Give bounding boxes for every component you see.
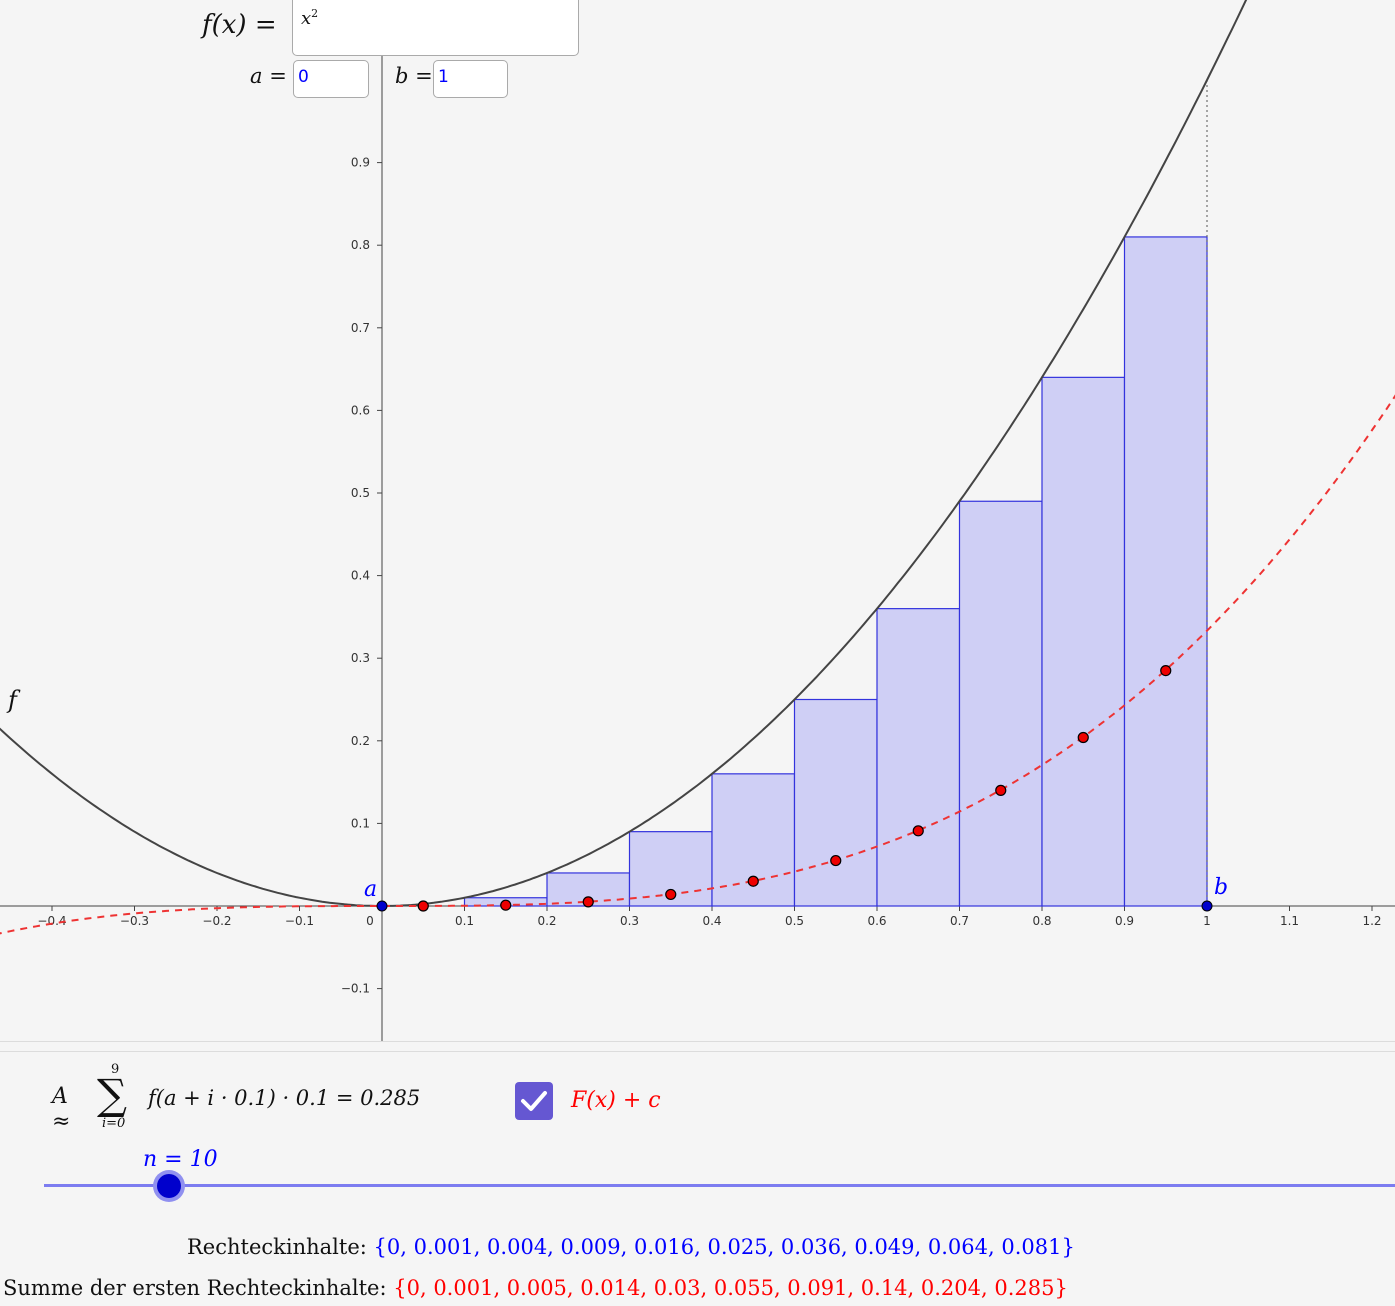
b-input-label: b = <box>395 64 433 88</box>
point-b <box>1201 900 1213 912</box>
b-input[interactable]: 1 <box>433 60 508 98</box>
y-tick-label: 0.7 <box>351 321 370 335</box>
curve-label: f <box>6 686 21 714</box>
x-tick-label: 0.6 <box>867 914 886 928</box>
cumulative-sum-point <box>912 825 924 837</box>
function-curve <box>0 0 1248 907</box>
cumulative-sum-point <box>995 784 1007 796</box>
checkmark-icon <box>521 1091 547 1111</box>
rect-areas-label: Rechteckinhalte: <box>187 1235 367 1259</box>
antiderivative-curve <box>0 394 1395 935</box>
formula-lhs: A ≈ <box>52 1084 71 1134</box>
point-a-label: a <box>364 877 377 902</box>
y-tick-label: 0.5 <box>351 486 370 500</box>
y-tick-label: 0.2 <box>351 734 370 748</box>
x-tick-label: 0.3 <box>620 914 639 928</box>
n-slider-track[interactable] <box>44 1184 1395 1187</box>
function-input[interactable]: x2 <box>292 0 579 56</box>
y-tick-label: 0.8 <box>351 238 370 252</box>
riemann-rectangle <box>793 698 878 907</box>
x-tick-label: −0.3 <box>120 914 149 928</box>
algebra-divider <box>0 1051 1395 1052</box>
cumulative-sum-label: Summe der ersten Rechteckinhalte: <box>3 1276 387 1300</box>
a-input-label: a = <box>250 64 287 88</box>
formula-rhs: f(a + i · 0.1) · 0.1 = 0.285 <box>148 1086 421 1110</box>
riemann-rectangle <box>1041 376 1126 907</box>
y-tick-label: 0.1 <box>351 816 370 830</box>
x-tick-label: 0.4 <box>702 914 721 928</box>
riemann-rectangle <box>958 500 1043 907</box>
x-tick-label: 0.2 <box>537 914 556 928</box>
cumulative-sum-point <box>1077 731 1089 744</box>
riemann-rectangle <box>1123 236 1208 907</box>
antiderivative-checkbox[interactable] <box>515 1082 553 1120</box>
x-tick-label: 1 <box>1203 914 1211 928</box>
sum-lower-limit: i=0 <box>102 1116 126 1131</box>
x-tick-label: −0.4 <box>37 914 66 928</box>
n-slider-handle[interactable] <box>157 1174 181 1198</box>
cumulative-sum-row: Summe der ersten Rechteckinhalte: {0, 0.… <box>3 1276 1068 1300</box>
coordinate-plot[interactable]: −0.4 −0.3 −0.2 −0.1 0 0.1 0.2 0.3 0.4 0.5 0.6 0.7 0.… <box>0 0 1395 1042</box>
graph-view[interactable]: −0.4 −0.3 −0.2 −0.1 0 0.1 0.2 0.3 0.4 0.5 0.6 0.7 0.… <box>0 0 1395 1042</box>
cumulative-sum-point <box>665 888 677 901</box>
x-tick-label: 1.2 <box>1362 914 1381 928</box>
riemann-rectangle <box>876 608 961 907</box>
y-tick-label: 0.9 <box>351 156 370 170</box>
x-tick-label: 0.5 <box>785 914 804 928</box>
x-tick-label: 0.8 <box>1032 914 1051 928</box>
function-input-exponent: 2 <box>311 7 319 20</box>
x-tick-label: 0.7 <box>950 914 969 928</box>
y-tick-label: −0.1 <box>341 982 370 996</box>
y-tick-label: 0.4 <box>351 569 370 583</box>
slider-label: n = 10 <box>143 1147 218 1172</box>
x-tick-label: 0.1 <box>455 914 474 928</box>
graph-divider <box>0 1041 1395 1042</box>
y-tick-label: 0.3 <box>351 651 370 665</box>
x-tick-label: 0.9 <box>1115 914 1134 928</box>
x-tick-label: −0.1 <box>285 914 314 928</box>
y-tick-label: 0.6 <box>351 403 370 417</box>
sum-upper-limit: 9 <box>111 1062 120 1077</box>
cumulative-sum-point <box>830 854 842 867</box>
function-input-base: x <box>301 8 312 29</box>
cumulative-sum-point <box>417 900 429 912</box>
rect-areas-values: {0, 0.001, 0.004, 0.009, 0.016, 0.025, 0… <box>373 1235 1075 1259</box>
x-tick-label: 0 <box>366 914 374 928</box>
f-input-label: f(x) = <box>202 10 277 40</box>
cumulative-sum-point <box>500 899 512 911</box>
cumulative-sum-point <box>1160 664 1172 677</box>
point-a <box>376 900 388 912</box>
cumulative-sum-point <box>747 875 759 887</box>
x-tick-label: −0.2 <box>202 914 231 928</box>
rect-areas-row: Rechteckinhalte: {0, 0.001, 0.004, 0.009… <box>187 1235 1075 1259</box>
cumulative-sum-point <box>582 896 594 908</box>
antiderivative-label: F(x) + c <box>571 1088 661 1113</box>
point-b-label: b <box>1214 875 1228 900</box>
x-tick-label: 1.1 <box>1280 914 1299 928</box>
a-input[interactable]: 0 <box>293 60 369 98</box>
cumulative-sum-values: {0, 0.001, 0.005, 0.014, 0.03, 0.055, 0.… <box>393 1276 1068 1300</box>
sum-symbol: ∑ <box>97 1070 127 1119</box>
